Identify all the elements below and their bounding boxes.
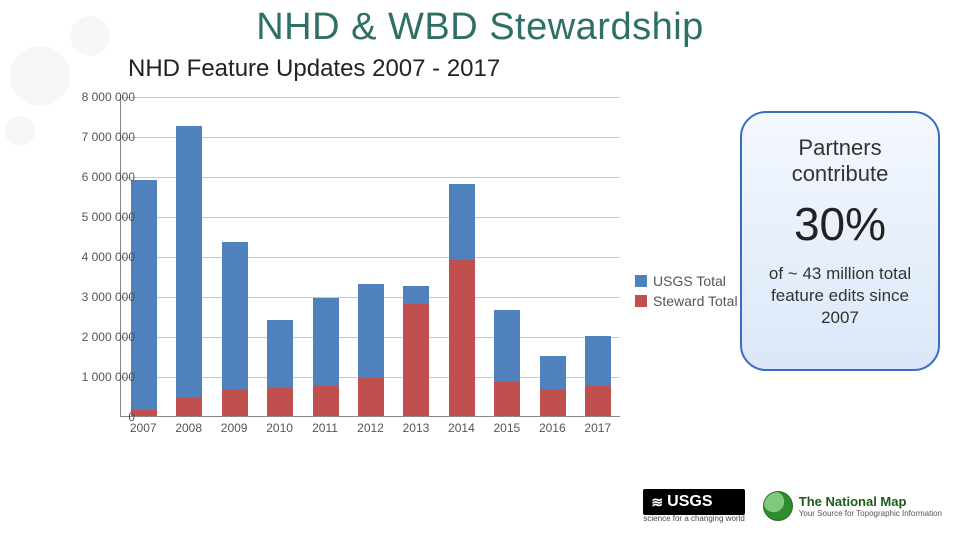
- legend-item-steward: Steward Total: [635, 293, 738, 309]
- chart-subtitle: NHD Feature Updates 2007 - 2017: [128, 55, 960, 83]
- callout-percent: 30%: [756, 197, 924, 251]
- x-axis-label: 2011: [303, 421, 348, 435]
- x-axis-label: 2017: [575, 421, 620, 435]
- tnm-name: The National Map: [799, 494, 942, 509]
- x-axis-label: 2009: [212, 421, 257, 435]
- partners-callout: Partners contribute 30% of ~ 43 million …: [740, 111, 940, 371]
- x-axis-label: 2010: [257, 421, 302, 435]
- x-axis-label: 2014: [439, 421, 484, 435]
- y-axis-label: 2 000 000: [65, 330, 135, 344]
- globe-icon: [763, 491, 793, 521]
- callout-line: Partners: [756, 135, 924, 161]
- y-axis-label: 5 000 000: [65, 210, 135, 224]
- chart-legend: USGS Total Steward Total: [635, 269, 738, 313]
- y-axis-label: 4 000 000: [65, 250, 135, 264]
- x-axis-label: 2016: [530, 421, 575, 435]
- usgs-logo: ≋ USGS science for a changing world: [643, 489, 744, 523]
- usgs-tagline: science for a changing world: [643, 515, 744, 523]
- legend-label: USGS Total: [653, 273, 726, 289]
- y-axis-label: 3 000 000: [65, 290, 135, 304]
- x-axis-label: 2015: [484, 421, 529, 435]
- x-axis-label: 2013: [393, 421, 438, 435]
- callout-line: contribute: [756, 161, 924, 187]
- footer-logos: ≋ USGS science for a changing world The …: [643, 489, 942, 523]
- y-axis-label: 6 000 000: [65, 170, 135, 184]
- national-map-logo: The National Map Your Source for Topogra…: [763, 491, 942, 521]
- wave-icon: ≋: [651, 494, 663, 511]
- y-axis-label: 1 000 000: [65, 370, 135, 384]
- tnm-tagline: Your Source for Topographic Information: [799, 509, 942, 518]
- usgs-mark-text: USGS: [667, 493, 712, 511]
- callout-line: of ~ 43 million total feature edits sinc…: [756, 263, 924, 329]
- decor-bokeh: [70, 16, 110, 56]
- y-axis-label: 8 000 000: [65, 90, 135, 104]
- x-axis-label: 2007: [121, 421, 166, 435]
- legend-item-usgs: USGS Total: [635, 273, 738, 289]
- x-axis-label: 2008: [166, 421, 211, 435]
- y-axis-label: 7 000 000: [65, 130, 135, 144]
- feature-updates-chart: 01 000 0002 000 0003 000 0004 000 0005 0…: [40, 91, 640, 461]
- x-axis-label: 2012: [348, 421, 393, 435]
- page-title: NHD & WBD Stewardship: [0, 6, 960, 49]
- legend-label: Steward Total: [653, 293, 738, 309]
